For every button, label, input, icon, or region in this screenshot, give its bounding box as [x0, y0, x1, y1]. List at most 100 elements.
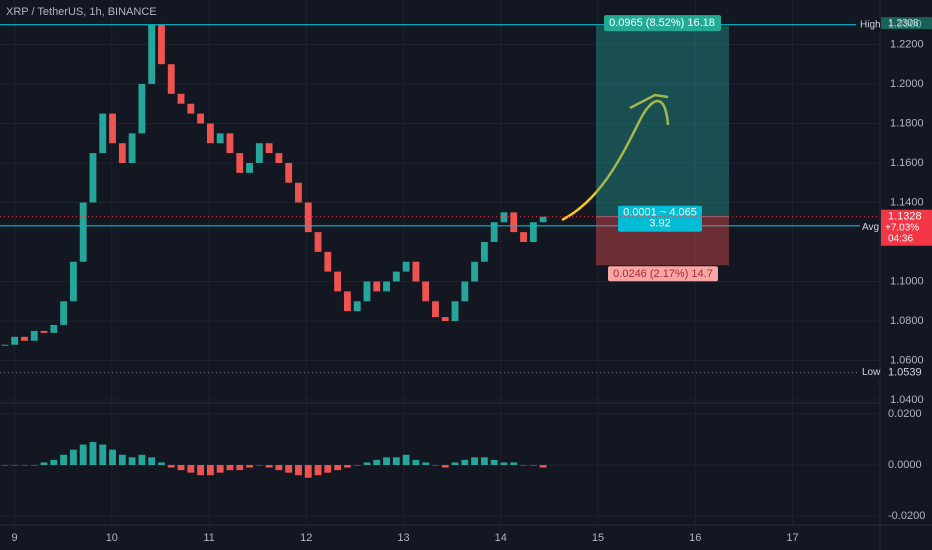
macd-bar	[285, 465, 293, 473]
y-tick-label: 1.0600	[890, 354, 924, 366]
macd-bar	[334, 465, 342, 471]
macd-bar	[314, 465, 322, 476]
candle	[432, 301, 439, 318]
x-tick-label: 14	[495, 532, 507, 544]
candle	[422, 281, 430, 302]
macd-bar	[40, 462, 48, 465]
low-name: Low	[862, 367, 881, 378]
candle	[216, 133, 224, 144]
y-tick-label: 1.2200	[890, 38, 924, 50]
y-tick-label: 1.2000	[890, 78, 924, 90]
macd-tick-label: -0.0200	[888, 510, 925, 522]
badge	[881, 365, 932, 380]
macd-bar	[510, 462, 518, 465]
macd-bar	[79, 444, 87, 465]
candle	[128, 133, 136, 163]
badge	[856, 17, 880, 32]
x-tick-label: 10	[106, 532, 118, 544]
candle	[412, 261, 420, 282]
macd-bar	[520, 465, 527, 466]
grid	[0, 0, 880, 525]
macd-bar	[265, 465, 273, 468]
candle	[246, 162, 253, 173]
macd-bar	[441, 465, 449, 468]
candle	[324, 251, 332, 272]
macd-bar	[236, 465, 244, 471]
macd-bar	[187, 465, 195, 473]
candle	[285, 162, 293, 183]
arrow-head	[629, 93, 669, 110]
candle	[99, 113, 107, 154]
x-tick-label: 16	[689, 532, 701, 544]
macd-bar	[529, 465, 537, 466]
ratio-label: 3.92	[649, 218, 670, 230]
macd-bar	[402, 454, 410, 465]
avg-name: Avg	[862, 222, 879, 233]
macd-bar	[353, 465, 361, 466]
x-tick-label: 12	[300, 532, 312, 544]
symbol: XRP / TetherUS, 1h, BINANCE	[6, 6, 157, 18]
macd-bar	[167, 465, 175, 468]
top-badge-label: 1.2308	[888, 18, 919, 29]
candle	[353, 301, 361, 312]
candle	[30, 330, 38, 341]
low-label: 1.0539	[888, 366, 922, 378]
current-label: 1.1328	[888, 211, 922, 223]
macd-bar	[255, 465, 263, 466]
macd-bar	[50, 459, 58, 465]
macd-bar	[343, 465, 351, 468]
macd-bar	[383, 457, 390, 465]
plot	[1, 24, 547, 478]
candle	[304, 202, 312, 233]
macd-bar	[295, 465, 302, 476]
macd-bar	[60, 454, 68, 465]
candle	[480, 241, 488, 262]
y-tick-label: 1.1800	[890, 117, 924, 129]
candle	[187, 103, 195, 114]
macd-bar	[89, 442, 97, 465]
candle	[343, 291, 351, 312]
badge	[860, 365, 880, 380]
macd-bar	[11, 465, 19, 466]
label-box	[608, 266, 718, 282]
macd-bar	[177, 465, 185, 471]
candle	[500, 212, 508, 223]
badge	[881, 17, 932, 30]
x-tick-label: 9	[12, 532, 18, 544]
macd-bar	[363, 462, 371, 465]
label-box	[618, 205, 702, 232]
current-countdown: 04:36	[888, 233, 913, 244]
candle	[471, 261, 479, 282]
macd-bar	[118, 454, 126, 465]
macd-tick-label: 0.0000	[888, 459, 922, 471]
candle	[50, 324, 58, 333]
macd-bar	[324, 465, 332, 473]
macd-bar	[128, 457, 136, 465]
y-tick-label: 1.0800	[890, 315, 924, 327]
candle	[118, 143, 126, 163]
candle	[529, 222, 537, 242]
candle	[441, 317, 449, 322]
stop-label: 0.0246 (2.17%) 14.7	[613, 268, 713, 280]
candle	[275, 153, 283, 163]
arrow	[561, 99, 670, 222]
candle	[490, 222, 498, 242]
candle	[79, 202, 87, 262]
macd-bar	[30, 465, 38, 466]
macd-bar	[275, 465, 283, 471]
candle	[138, 83, 146, 134]
macd-bar	[1, 465, 9, 466]
y-tick-label: 1.0400	[890, 394, 924, 406]
macd-bar	[373, 459, 381, 465]
candle	[314, 232, 322, 252]
candle	[167, 64, 175, 94]
candle	[60, 301, 68, 325]
candle	[363, 281, 371, 302]
macd-bar	[304, 465, 312, 478]
candle	[520, 232, 527, 242]
candle	[383, 281, 390, 292]
candle	[461, 281, 469, 302]
macd-bar	[206, 465, 214, 476]
